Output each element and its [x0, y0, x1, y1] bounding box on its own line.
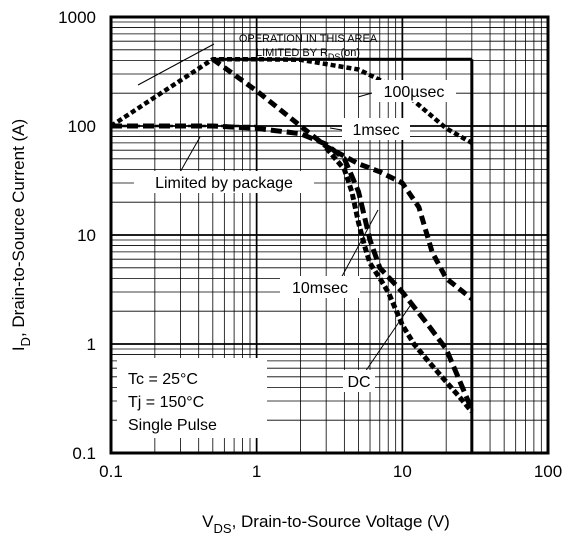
- dc-label-bg: [343, 370, 375, 392]
- leader-line: [329, 127, 343, 131]
- plot-frame: [109, 15, 550, 455]
- y-axis-title: ID, Drain-to-Source Current (A): [9, 119, 33, 351]
- x-tick-label: 10: [393, 462, 412, 481]
- label-100usec: 100µsec: [384, 84, 445, 101]
- label-1msec: 1msec: [352, 122, 399, 139]
- leader-line: [339, 209, 379, 281]
- y-tick-label: 1000: [58, 8, 96, 27]
- y-tick-label: 10: [77, 226, 96, 245]
- y-tick-label: 100: [68, 117, 96, 136]
- condition-tj: Tj = 150°C: [128, 394, 204, 411]
- x-tick-label: 0.1: [99, 462, 123, 481]
- leader-line: [137, 43, 215, 86]
- ms1-label-bg: [342, 118, 410, 140]
- annotation-leaders: [137, 43, 413, 373]
- series-line: [324, 146, 474, 414]
- us100-label-bg: [372, 80, 456, 102]
- series-line: [111, 123, 475, 411]
- series-line: [211, 57, 474, 301]
- y-tick-label: 1: [87, 335, 96, 354]
- area-annotation-line1: OPERATION IN THIS AREA: [239, 33, 378, 45]
- y-tick-label: 0.1: [72, 444, 96, 463]
- x-tick-label: 100: [534, 462, 562, 481]
- leader-line: [178, 136, 201, 175]
- series-line: [109, 56, 473, 145]
- x-tick-label: 1: [252, 462, 261, 481]
- leader-line: [357, 92, 373, 98]
- leader-line: [364, 302, 413, 373]
- condition-tc: Tc = 25°C: [128, 371, 198, 388]
- conditions-box: [117, 358, 267, 438]
- package-label-bg: [134, 171, 314, 193]
- label-10msec: 10msec: [292, 280, 348, 297]
- ms10-label-bg: [280, 276, 360, 298]
- condition-pulse: Single Pulse: [128, 417, 217, 434]
- label-dc: DC: [347, 374, 370, 391]
- tick-labels: 0.1 1 10 100 0.1 1 10 100 1000: [58, 8, 562, 481]
- x-axis-title: VDS, Drain-to-Source Voltage (V): [202, 512, 450, 536]
- area-annotation-line2: LIMITED BY RDS(on): [256, 47, 360, 62]
- series-layer: [109, 56, 475, 414]
- package-label: Limited by package: [155, 175, 293, 192]
